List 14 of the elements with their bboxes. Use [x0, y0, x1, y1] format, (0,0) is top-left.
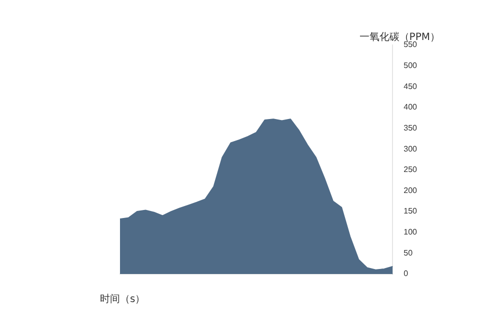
y-tick-label: 500 — [404, 61, 418, 70]
y-tick-label: 300 — [404, 144, 418, 154]
y-tick-label: 550 — [404, 40, 418, 50]
y-tick-label: 100 — [404, 228, 418, 237]
y-tick-label: 150 — [404, 206, 418, 216]
y-tick-label: 350 — [404, 123, 418, 132]
y-tick-label: 0 — [404, 269, 409, 278]
y-tick-label: 200 — [404, 186, 418, 195]
y-tick-label: 400 — [404, 102, 418, 112]
y-tick-label: 250 — [404, 165, 418, 174]
x-axis-title: 时间（s） — [100, 292, 146, 306]
y-tick-label: 50 — [404, 248, 414, 258]
y-tick-label: 450 — [404, 82, 418, 91]
y-axis-title: 一氧化碳（PPM） — [359, 30, 440, 43]
